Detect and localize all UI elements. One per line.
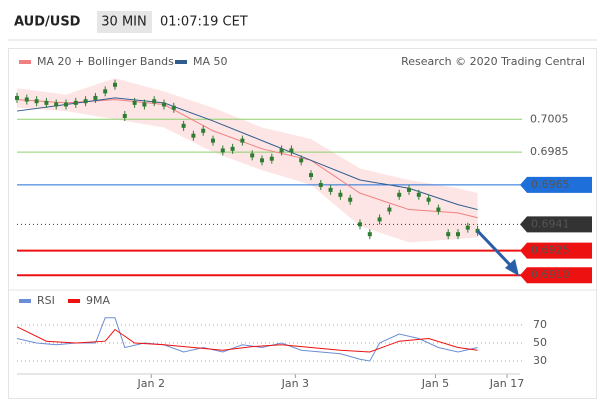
x-tick-label: Jan 3 [281,377,309,390]
price-body [367,232,372,237]
ma-line [16,99,478,219]
price-body [132,100,137,105]
legend-label: 9MA [86,294,110,307]
price-body [34,99,39,104]
price-body [260,158,264,163]
x-tick-label: Jan 17 [489,377,524,390]
price-body [456,232,460,237]
price-body [279,148,284,153]
price-body [64,102,68,107]
ma-line [16,97,478,211]
rsi-line [16,326,478,353]
legend-swatch [68,299,80,303]
price-body [211,138,215,143]
price-body [397,192,402,197]
price-body [15,95,19,100]
price-body [73,100,78,105]
forecast-arrow [476,229,515,270]
price-body [407,187,411,192]
level-box [520,242,592,259]
price-body [240,138,245,143]
price-body [44,100,49,105]
level-label: 0.6985 [530,145,569,158]
price-body [358,222,362,227]
time: 01:07:19 CET [160,15,248,30]
price-body [171,105,176,110]
legend-swatch [19,299,31,303]
price-body [181,123,186,128]
price-body [299,158,304,163]
legend-swatch [19,60,31,64]
price-body [24,97,29,102]
price-body [465,225,470,230]
price-body [416,192,421,197]
price-body [377,217,382,222]
price-body [201,128,206,133]
rsi-line [16,317,478,362]
price-body [162,102,166,107]
price-body [191,133,196,138]
price-body [152,99,157,104]
price-body [103,89,108,94]
legend-label: MA 50 [193,55,228,68]
credit: Research © 2020 Trading Central [401,55,585,68]
price-body [338,192,343,197]
level-box [520,216,592,233]
price-body [446,232,451,237]
symbol: AUD/USD [14,15,81,30]
price-body [54,102,59,107]
rsi-tick-label: 30 [533,354,547,367]
price-body [289,148,294,153]
price-body [318,182,323,187]
interval: 30 MIN [101,15,146,30]
price-body [113,82,117,87]
x-tick-label: Jan 2 [137,377,165,390]
level-box [520,176,592,193]
price-body [230,146,235,151]
legend-swatch [175,60,187,64]
price-body [348,197,353,202]
frame [8,48,597,399]
price-body [309,173,313,178]
price-body [387,207,392,212]
price-body [122,113,127,118]
price-body [220,148,225,153]
level-label: 0.7005 [530,112,569,125]
level-label: 0.6941 [531,217,570,230]
price-body [328,187,333,192]
interval-box [97,11,152,33]
legend-label: RSI [37,294,55,307]
price-body [93,95,98,100]
level-label: 0.6925 [531,244,570,257]
x-tick-label: Jan 5 [421,377,449,390]
price-body [250,153,255,158]
price-body [436,207,441,212]
price-body [426,197,431,202]
price-body [269,156,274,161]
price-body [142,102,147,107]
level-label: 0.6965 [531,178,570,191]
level-label: 0.6910 [531,268,570,281]
rsi-tick-label: 50 [533,336,547,349]
level-box [520,267,592,284]
legend-label: MA 20 + Bollinger Bands [37,55,174,68]
price-body [83,99,88,104]
arrow-head [505,259,519,276]
rsi-tick-label: 70 [533,318,547,331]
